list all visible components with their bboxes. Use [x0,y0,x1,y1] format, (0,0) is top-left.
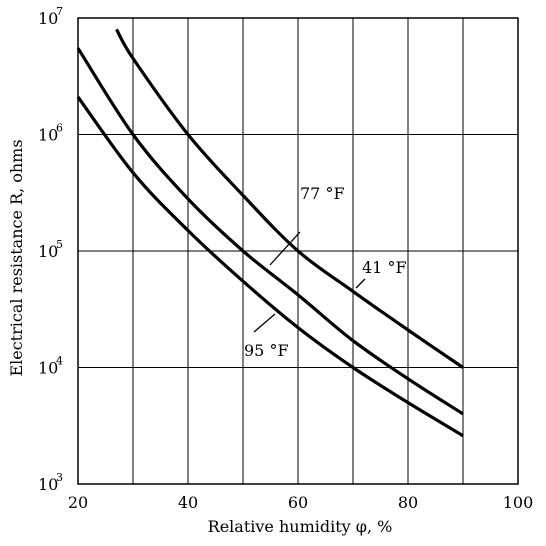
x-tick-label: 80 [398,493,418,512]
series-line-2 [76,96,464,438]
leader-line [253,313,276,333]
y-tick-base: 10 [38,126,58,145]
y-tick-exponent: 7 [56,5,63,18]
curve-labels: 41 °F 77 °F 95 °F [244,184,407,360]
y-axis-label: Electrical resistance R, ohms [7,139,26,376]
x-tick-label: 60 [288,493,308,512]
y-tick-label: 107 [38,5,63,28]
curve-label: 95 °F [244,341,289,360]
y-tick-exponent: 5 [56,238,63,251]
y-tick-label: 103 [38,471,63,494]
y-tick-base: 10 [38,359,58,378]
y-tick-base: 10 [38,242,58,261]
leader-line [269,231,301,266]
series-group [76,28,464,438]
y-tick-exponent: 6 [56,122,63,135]
series-line-0 [115,28,464,369]
series-line-1 [76,47,464,416]
y-tick-base: 10 [38,9,58,28]
x-tick-labels: 20 40 60 80 100 [68,493,533,512]
x-axis-label: Relative humidity φ, % [208,517,393,536]
plot-frame [77,17,519,485]
leader-line [355,278,366,289]
y-tick-label: 105 [38,238,63,261]
y-tick-label: 104 [38,355,63,378]
y-tick-label: 106 [38,122,63,145]
y-tick-base: 10 [38,475,58,494]
y-tick-exponent: 3 [56,471,63,484]
curve-label: 41 °F [362,258,407,277]
x-tick-label: 20 [68,493,88,512]
x-tick-label: 40 [178,493,198,512]
x-tick-label: 100 [503,493,534,512]
curve-label: 77 °F [300,184,345,203]
y-tick-exponent: 4 [56,355,63,368]
